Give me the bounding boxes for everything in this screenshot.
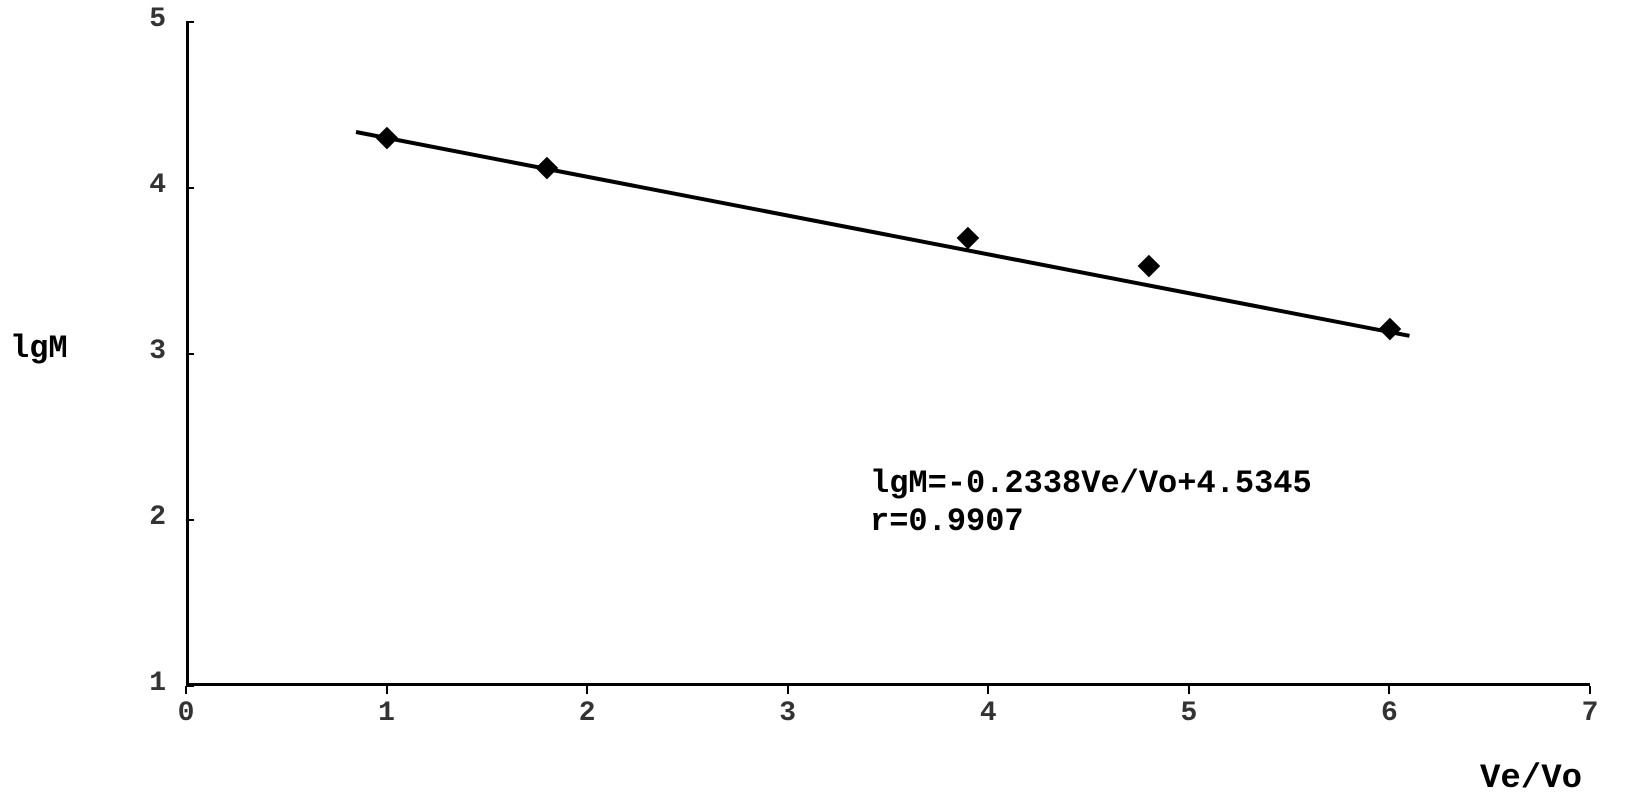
x-tick-label: 1 (367, 698, 407, 729)
y-tick-label: 3 (126, 336, 166, 367)
x-tick-label: 7 (1570, 698, 1610, 729)
data-marker (957, 227, 979, 249)
y-tick-mark (186, 353, 194, 355)
y-tick-label: 2 (126, 502, 166, 533)
x-tick-mark (1188, 686, 1190, 694)
y-tick-mark (186, 187, 194, 189)
x-tick-mark (1589, 686, 1591, 694)
y-tick-label: 5 (126, 4, 166, 35)
plot-area (186, 22, 1590, 686)
y-tick-mark (186, 21, 194, 23)
x-tick-label: 3 (768, 698, 808, 729)
x-tick-label: 4 (968, 698, 1008, 729)
y-tick-mark (186, 685, 194, 687)
x-tick-label: 0 (166, 698, 206, 729)
data-marker (536, 157, 558, 179)
x-tick-mark (386, 686, 388, 694)
equation-line-2: r=0.9907 (870, 503, 1024, 540)
data-marker (376, 127, 398, 149)
y-axis-label: lgM (10, 330, 68, 367)
equation-line-1: lgM=-0.2338Ve/Vo+4.5345 (870, 465, 1312, 502)
y-tick-label: 1 (126, 668, 166, 699)
x-tick-label: 5 (1169, 698, 1209, 729)
scatter-chart: lgM Ve/Vo 12345 01234567 lgM=-0.2338Ve/V… (0, 0, 1627, 800)
x-axis-label: Ve/Vo (1480, 760, 1582, 798)
x-tick-mark (185, 686, 187, 694)
x-tick-mark (1388, 686, 1390, 694)
data-marker (1378, 318, 1400, 340)
x-tick-mark (586, 686, 588, 694)
y-tick-mark (186, 519, 194, 521)
x-tick-label: 2 (567, 698, 607, 729)
data-marker (1138, 255, 1160, 277)
x-tick-mark (987, 686, 989, 694)
x-tick-label: 6 (1369, 698, 1409, 729)
y-tick-label: 4 (126, 170, 166, 201)
x-tick-mark (787, 686, 789, 694)
